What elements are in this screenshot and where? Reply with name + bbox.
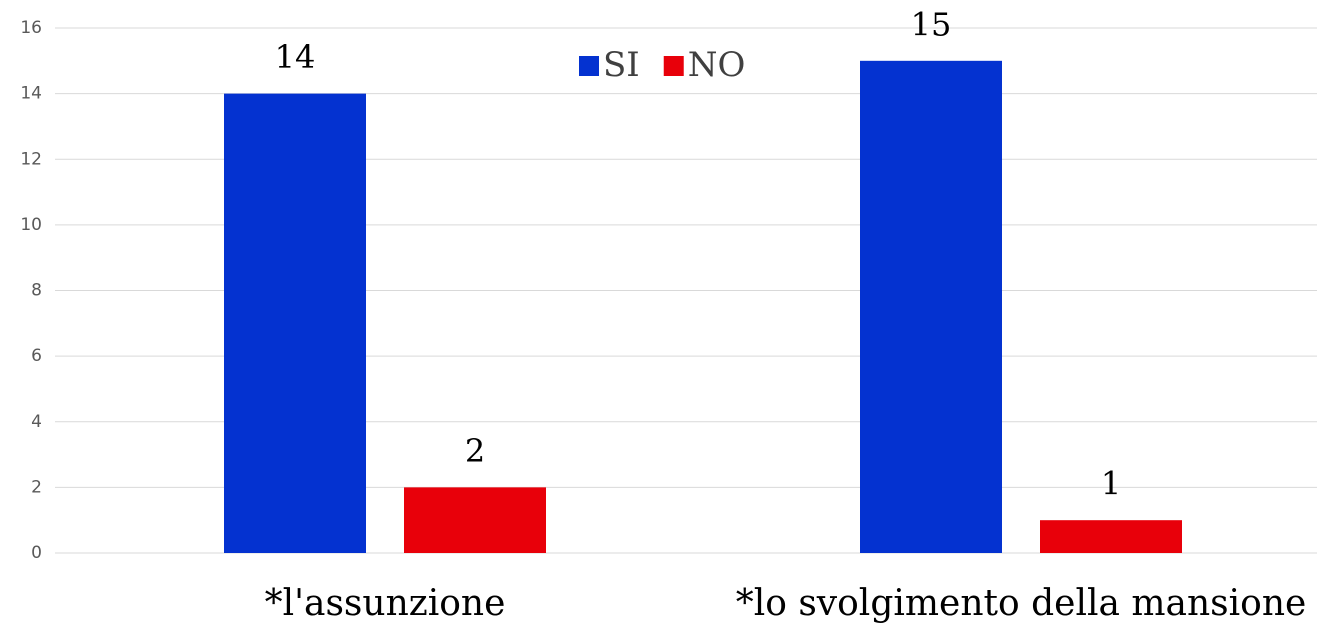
y-tick-label: 16 xyxy=(20,18,42,38)
legend-swatch xyxy=(663,56,684,76)
y-tick-label: 6 xyxy=(31,346,42,366)
data-label: 1 xyxy=(1101,465,1121,503)
data-label: 14 xyxy=(275,38,316,76)
y-tick-label: 8 xyxy=(31,281,42,301)
legend-label: NO xyxy=(688,45,746,85)
bar xyxy=(1040,520,1182,553)
y-tick-label: 10 xyxy=(20,215,42,235)
y-tick-label: 14 xyxy=(20,84,42,104)
y-tick-label: 2 xyxy=(31,477,42,497)
y-tick-label: 4 xyxy=(31,412,42,432)
x-tick-label: *lo svolgimento della mansione xyxy=(736,583,1307,624)
bar xyxy=(224,93,366,553)
legend-swatch xyxy=(579,56,599,76)
data-label: 15 xyxy=(911,5,952,43)
y-tick-label: 12 xyxy=(20,149,42,169)
bar xyxy=(404,487,546,553)
bar xyxy=(860,60,1002,553)
data-label: 2 xyxy=(465,432,485,470)
y-tick-label: 0 xyxy=(31,543,42,563)
legend-label: SI xyxy=(603,45,640,85)
x-tick-label: *l'assunzione xyxy=(265,583,506,624)
